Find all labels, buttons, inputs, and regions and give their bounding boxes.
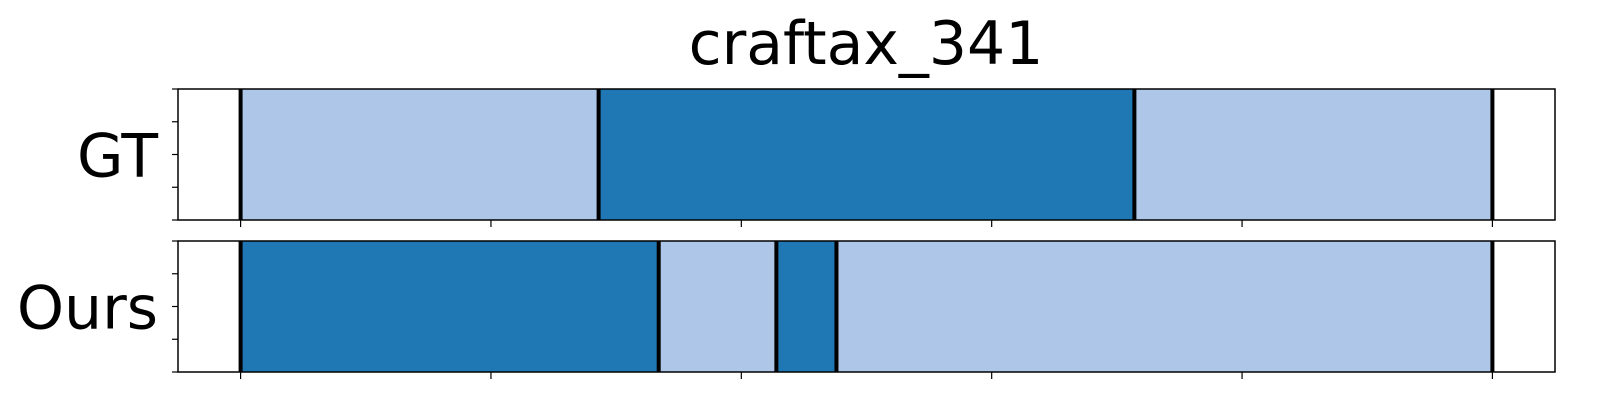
- segment-ours-0: [240, 241, 659, 372]
- segment-ours-2: [776, 241, 837, 372]
- segment-gt-0: [240, 89, 599, 220]
- panels: GT Ours: [17, 88, 1556, 379]
- segment-gt-2: [1134, 89, 1493, 220]
- panel-gt: GT: [77, 88, 1556, 227]
- row-label-gt: GT: [77, 122, 158, 192]
- segment-ours-3: [836, 241, 1493, 372]
- chart-title: craftax_341: [689, 9, 1044, 79]
- row-label-ours: Ours: [17, 274, 158, 344]
- panel-ours: Ours: [17, 240, 1556, 379]
- segment-ours-1: [658, 241, 777, 372]
- segment-gt-1: [598, 89, 1135, 220]
